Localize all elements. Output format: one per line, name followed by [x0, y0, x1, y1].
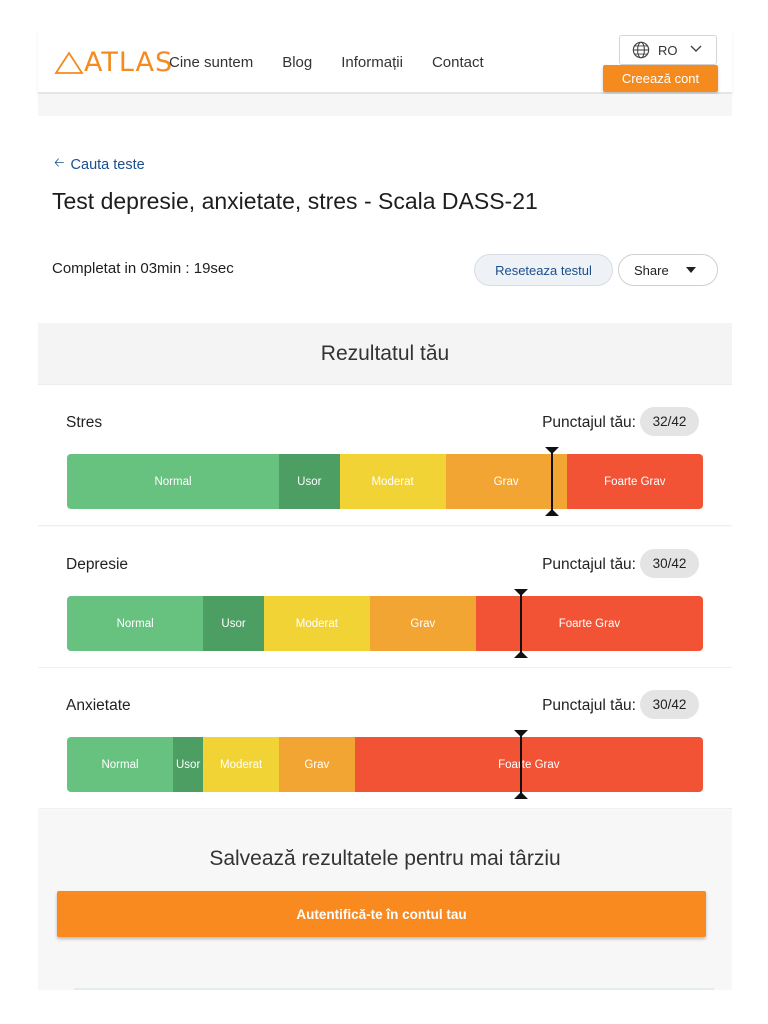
score-marker	[544, 447, 560, 516]
results-panel: Rezultatul tău Stres Punctajul tău: 32/4…	[38, 323, 732, 810]
severity-segment-foarte-grav: Foarte Grav	[475, 596, 703, 651]
score-badge: 30/42	[640, 549, 699, 578]
severity-segment-usor: Usor	[173, 737, 204, 792]
nav-informatii[interactable]: Informații	[341, 54, 403, 71]
severity-segment-grav: Grav	[278, 737, 355, 792]
severity-segment-usor: Usor	[203, 596, 264, 651]
severity-bar: Normal Usor Moderat Grav Foarte Grav	[67, 596, 703, 651]
logo-text: ATLAS	[84, 47, 174, 78]
score-label: Punctajul tău:	[542, 414, 636, 431]
completion-time: Completat in 03min : 19sec	[52, 260, 234, 277]
save-heading: Salvează rezultatele pentru mai târziu	[209, 847, 561, 870]
page-title: Test depresie, anxietate, stres - Scala …	[52, 188, 538, 214]
share-button[interactable]: Share	[618, 254, 718, 286]
severity-segment-usor: Usor	[279, 454, 340, 509]
severity-segment-normal: Normal	[67, 454, 279, 509]
globe-icon	[632, 41, 650, 59]
language-value: RO	[658, 42, 678, 58]
arrow-left-icon: 🡠	[54, 155, 65, 170]
severity-segment-normal: Normal	[67, 596, 204, 651]
severity-segment-grav: Grav	[445, 454, 567, 509]
back-link-label: Cauta teste	[70, 157, 145, 173]
score-label: Punctajul tău:	[542, 697, 636, 714]
site-header: ATLAS Cine suntem Blog Informații Contac…	[38, 30, 732, 94]
logo-triangle-icon	[54, 51, 84, 74]
header-subbar	[38, 94, 732, 116]
back-to-tests-link[interactable]: 🡠 Cauta teste	[54, 154, 145, 176]
nav-blog[interactable]: Blog	[282, 54, 313, 71]
save-results-panel: Salvează rezultatele pentru mai târziu A…	[38, 810, 732, 990]
score-marker	[513, 730, 529, 799]
score-marker	[513, 589, 529, 658]
scale-anxietate: Anxietate Punctajul tău: 30/42 Normal Uso…	[38, 668, 732, 809]
score-badge: 32/42	[640, 407, 699, 436]
nav-contact[interactable]: Contact	[431, 54, 484, 71]
caret-down-icon	[686, 267, 696, 273]
severity-segment-normal: Normal	[67, 737, 173, 792]
reset-test-button[interactable]: Reseteaza testul	[474, 254, 613, 286]
divider	[74, 988, 714, 990]
severity-bar: Normal Usor Moderat Grav Foarte Grav	[67, 454, 703, 509]
scale-stres: Stres Punctajul tău: 32/42 Normal Usor Mod…	[38, 385, 732, 526]
severity-segment-moderat: Moderat	[203, 737, 279, 792]
atlas-logo[interactable]: ATLAS	[54, 48, 173, 78]
scale-name: Stres	[66, 414, 103, 431]
nav-cine-suntem[interactable]: Cine suntem	[169, 54, 254, 71]
severity-segment-moderat: Moderat	[339, 454, 446, 509]
results-heading: Rezultatul tău	[38, 323, 732, 385]
chevron-down-icon	[690, 45, 702, 52]
scale-name: Depresie	[66, 556, 129, 573]
create-account-button[interactable]: Creează cont	[603, 65, 718, 92]
severity-segment-moderat: Moderat	[263, 596, 370, 651]
share-label: Share	[634, 262, 669, 278]
severity-segment-grav: Grav	[369, 596, 476, 651]
login-button[interactable]: Autentifică-te în contul tau	[57, 891, 706, 937]
scale-name: Anxietate	[66, 697, 131, 714]
language-selector[interactable]: RO	[619, 35, 717, 65]
score-badge: 30/42	[640, 690, 699, 719]
severity-segment-foarte-grav: Foarte Grav	[566, 454, 703, 509]
scale-depresie: Depresie Punctajul tău: 30/42 Normal Usor…	[38, 527, 732, 668]
main-nav: Cine suntem Blog Informații Contact	[169, 54, 513, 71]
severity-bar: Normal Usor Moderat Grav Foarte Grav	[67, 737, 703, 792]
score-label: Punctajul tău:	[542, 556, 636, 573]
severity-segment-foarte-grav: Foarte Grav	[354, 737, 703, 792]
